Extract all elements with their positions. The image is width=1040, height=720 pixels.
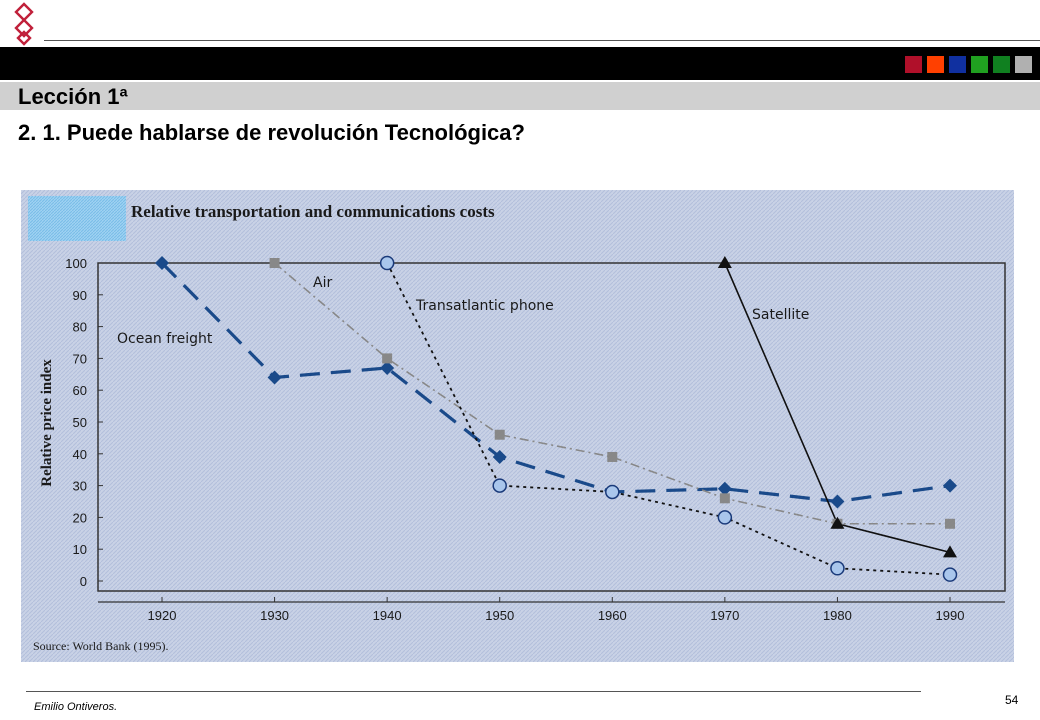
data-point bbox=[269, 258, 280, 268]
data-point bbox=[830, 561, 845, 576]
data-point bbox=[267, 370, 282, 385]
slide-subtitle: 2. 1. Puede hablarse de revolución Tecno… bbox=[18, 120, 525, 145]
data-point bbox=[717, 256, 732, 268]
title-band bbox=[0, 82, 1040, 110]
accent-square bbox=[949, 56, 966, 73]
data-point bbox=[605, 484, 620, 500]
x-ticks: 1920 1930 1940 1950 1960 1970 1980 1990 bbox=[148, 597, 965, 623]
data-point bbox=[382, 353, 393, 364]
data-point bbox=[607, 451, 618, 462]
x-tick-label: 1970 bbox=[710, 608, 739, 623]
data-point bbox=[494, 429, 505, 440]
data-point bbox=[830, 494, 845, 509]
data-point bbox=[943, 545, 957, 558]
series-label: Air bbox=[313, 275, 332, 291]
data-point bbox=[492, 478, 507, 493]
data-point bbox=[945, 518, 955, 529]
data-point bbox=[155, 256, 169, 270]
x-tick-label: 1920 bbox=[148, 608, 177, 623]
data-point bbox=[943, 478, 957, 493]
top-rule bbox=[44, 40, 1040, 41]
y-ticks: 0 10 20 30 40 50 60 70 80 90 100 bbox=[65, 256, 103, 589]
chart-title: Relative transportation and communicatio… bbox=[131, 202, 495, 221]
figure-background bbox=[21, 190, 1014, 662]
series-label: Transatlantic phone bbox=[415, 298, 554, 314]
data-point bbox=[380, 360, 395, 375]
accent-square bbox=[971, 56, 988, 73]
x-tick-label: 1990 bbox=[936, 608, 965, 623]
y-tick-label: 50 bbox=[73, 415, 87, 430]
data-point bbox=[717, 481, 732, 496]
x-tick-label: 1950 bbox=[485, 608, 514, 623]
y-tick-label: 90 bbox=[73, 288, 87, 303]
accent-square bbox=[993, 56, 1010, 73]
page-number: 54 bbox=[1005, 693, 1019, 707]
y-tick-label: 60 bbox=[73, 383, 87, 398]
header-band bbox=[0, 47, 1040, 80]
y-tick-label: 10 bbox=[73, 542, 87, 557]
x-tick-label: 1930 bbox=[260, 608, 289, 623]
y-tick-label: 20 bbox=[73, 510, 87, 525]
series-markers bbox=[155, 255, 958, 582]
author-name: Emilio Ontiveros. bbox=[34, 701, 118, 713]
y-tick-label: 70 bbox=[73, 351, 87, 366]
series-labels: Ocean freight Air Transatlantic phone Satel… bbox=[117, 275, 809, 347]
logo-icon bbox=[14, 2, 34, 46]
plot-frame bbox=[97, 262, 1006, 592]
lesson-title: Lección 1ª bbox=[18, 84, 128, 109]
cost-chart: Relative transportation and communicatio… bbox=[21, 190, 1014, 662]
y-tick-label: 30 bbox=[73, 479, 87, 494]
y-tick-label: 100 bbox=[65, 256, 87, 271]
data-point bbox=[379, 255, 395, 271]
y-tick-label: 0 bbox=[80, 574, 87, 589]
accent-square bbox=[1015, 56, 1032, 73]
x-tick-label: 1940 bbox=[373, 608, 402, 623]
y-tick-label: 40 bbox=[73, 447, 87, 462]
title-block bbox=[28, 196, 126, 241]
data-point bbox=[492, 449, 507, 464]
footer-rule bbox=[26, 691, 921, 692]
series-label: Ocean freight bbox=[117, 331, 213, 347]
data-point bbox=[719, 493, 730, 504]
accent-square bbox=[927, 56, 944, 73]
series-line bbox=[160, 261, 951, 504]
data-point bbox=[830, 516, 845, 529]
accent-square bbox=[905, 56, 922, 73]
x-tick-label: 1960 bbox=[598, 608, 627, 623]
data-point bbox=[717, 510, 733, 525]
x-tick-label: 1980 bbox=[823, 608, 852, 623]
y-tick-label: 80 bbox=[73, 320, 87, 335]
source-note: Source: World Bank (1995). bbox=[33, 639, 168, 653]
accent-squares bbox=[905, 56, 1032, 73]
series-label: Satellite bbox=[752, 307, 809, 323]
data-point bbox=[942, 567, 958, 582]
y-axis-label: Relative price index bbox=[39, 359, 55, 487]
